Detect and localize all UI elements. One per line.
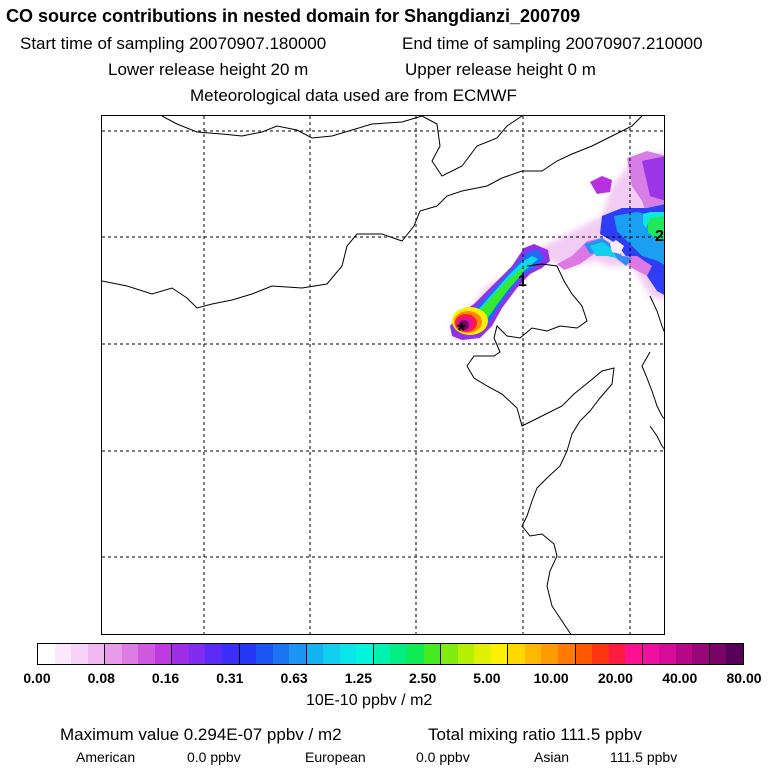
lower-release-height-label: Lower release height 20 m [108, 60, 309, 79]
upper-release-height-label: Upper release height 0 m [405, 60, 596, 79]
colorbar-tick-label: 0.00 [23, 670, 51, 686]
colorbar-swatch [625, 644, 643, 664]
colorbar-swatch [709, 644, 727, 664]
colorbar-swatch [71, 644, 88, 664]
region-european-value: 0.0 ppbv [416, 749, 470, 765]
colorbar-swatch [87, 644, 106, 664]
colorbar-swatch [659, 644, 676, 664]
colorbar-swatch [54, 644, 72, 664]
colorbar-swatch [692, 644, 710, 664]
plume-band-coast [557, 238, 652, 276]
colorbar-swatch [490, 644, 509, 664]
colorbar-tick-label: 20.00 [597, 670, 633, 686]
colorbar-swatch [524, 644, 542, 664]
release-point-symbol: * [457, 318, 466, 343]
plume-ribbon-green [470, 266, 526, 320]
plume-aqua-east [643, 212, 664, 228]
colorbar-tick-label: 5.00 [473, 670, 501, 686]
colorbar-swatch [154, 644, 173, 664]
hotspot-core [459, 320, 469, 330]
colorbar-swatch [339, 644, 357, 664]
colorbar-tick-label: 2.50 [409, 670, 437, 686]
coast-korea [641, 351, 664, 420]
colorbar-swatch [474, 644, 491, 664]
colorbar-swatch [38, 644, 55, 664]
colorbar-swatch [205, 644, 223, 664]
plume-purple-ne [642, 156, 664, 201]
colorbar-tick-label: 80.00 [726, 670, 762, 686]
colorbar-swatch [423, 644, 442, 664]
colorbar-swatch [557, 644, 576, 664]
region-european-name: European [305, 749, 366, 765]
colorbar-swatch [608, 644, 626, 664]
colorbar-swatch [105, 644, 122, 664]
plume-green-east [648, 214, 664, 240]
colorbar-tick-label: 0.63 [280, 670, 308, 686]
maximum-value-label: Maximum value 0.294E-07 ppbv / m2 [60, 725, 342, 744]
chart-title: CO source contributions in nested domain… [6, 6, 581, 26]
colorbar-swatch [508, 644, 525, 664]
plume-white-gap [610, 240, 624, 254]
colorbar-swatch [726, 644, 743, 664]
colorbar-swatch [592, 644, 609, 664]
region-american-name: American [76, 749, 136, 765]
border-main [102, 116, 643, 309]
colorbar-tick-label: 1.25 [344, 670, 372, 686]
colorbar-swatch [172, 644, 189, 664]
colorbar [37, 643, 744, 665]
colorbar-swatch [121, 644, 139, 664]
colorbar-swatch [138, 644, 155, 664]
colorbar-swatch [222, 644, 240, 664]
total-mixing-ratio-label: Total mixing ratio 111.5 ppbv [428, 725, 642, 744]
border-northeast [421, 116, 523, 177]
graticule [102, 116, 664, 634]
coast-bay [466, 263, 615, 634]
plume-band-cyan [590, 242, 617, 258]
colorbar-swatch [272, 644, 290, 664]
colorbar-tick-label: 0.16 [151, 670, 180, 686]
map-panel: 1 2 * [101, 115, 665, 635]
colorbar-swatch [188, 644, 206, 664]
colorbar-swatch [239, 644, 257, 664]
marker-1-label: 1 [518, 273, 527, 290]
region-asian-name: Asian [534, 749, 570, 765]
map-canvas: 1 2 * [102, 116, 664, 634]
colorbar-swatch [306, 644, 324, 664]
region-american-value: 0.0 ppbv [187, 749, 241, 765]
colorbar-swatch [642, 644, 660, 664]
colorbar-tick-label: 0.31 [216, 670, 244, 686]
colorbar-swatch [323, 644, 340, 664]
coast-east-small [649, 425, 664, 450]
colorbar-swatch [407, 644, 424, 664]
start-time-label: Start time of sampling 20070907.180000 [20, 34, 327, 53]
colorbar-units: 10E-10 ppbv / m2 [306, 692, 433, 709]
colorbar-swatch [356, 644, 374, 664]
coast-peninsula [649, 295, 664, 333]
colorbar-swatch [675, 644, 693, 664]
colorbar-tick-label: 0.08 [87, 670, 115, 686]
colorbar-swatch [575, 644, 593, 664]
boundaries [102, 116, 664, 634]
colorbar-swatch [373, 644, 391, 664]
concentration-field [450, 151, 664, 340]
meteorological-data-label: Meteorological data used are from ECMWF [190, 86, 517, 105]
colorbar-swatch [457, 644, 475, 664]
region-asian-value: 111.5 ppbv [610, 749, 678, 765]
border-north [161, 116, 423, 139]
colorbar-swatch [289, 644, 307, 664]
end-time-label: End time of sampling 20070907.210000 [402, 34, 703, 53]
colorbar-swatch [256, 644, 273, 664]
colorbar-swatch [390, 644, 408, 664]
colorbar-tick-label: 10.00 [533, 670, 569, 686]
marker-2-label: 2 [655, 228, 664, 245]
colorbar-tick-label: 40.00 [662, 670, 698, 686]
plume-magenta-ne [590, 176, 612, 194]
colorbar-swatch [441, 644, 458, 664]
colorbar-swatch [541, 644, 558, 664]
